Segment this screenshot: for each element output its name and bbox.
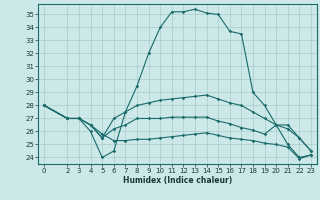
X-axis label: Humidex (Indice chaleur): Humidex (Indice chaleur) — [123, 176, 232, 185]
